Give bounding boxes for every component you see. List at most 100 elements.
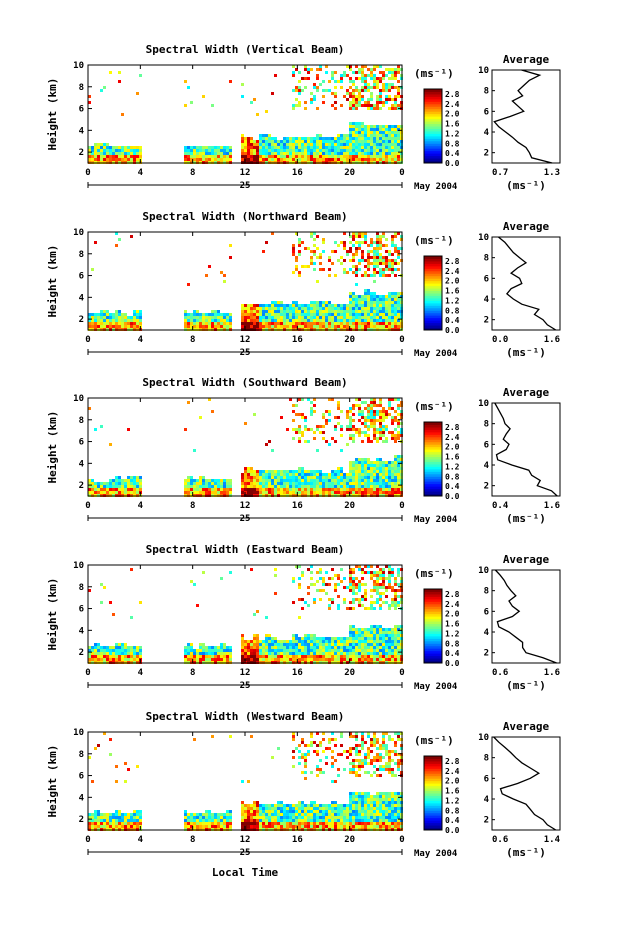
heatmap-cell (247, 149, 250, 152)
colorbar-segment (424, 478, 442, 482)
heatmap-cell (208, 488, 211, 491)
heatmap-cell (310, 640, 313, 643)
heatmap-cell (349, 425, 352, 428)
heatmap-cell (382, 419, 385, 422)
heatmap-cell (187, 479, 190, 482)
colorbar-segment (424, 596, 442, 600)
x-tick-label: 20 (344, 501, 355, 511)
heatmap-cell (337, 488, 340, 491)
heatmap-cell (388, 262, 391, 265)
heatmap-cell (127, 149, 130, 152)
heatmap-cell (94, 152, 97, 155)
heatmap-cell (370, 316, 373, 319)
colorbar-segment (424, 468, 442, 472)
colorbar-tick-label: 1.6 (445, 620, 460, 629)
heatmap-cell (268, 143, 271, 146)
heatmap-cell (298, 643, 301, 646)
colorbar-segment (424, 446, 442, 450)
heatmap-cell (346, 250, 349, 253)
heatmap-cell (364, 571, 367, 574)
heatmap-cell (361, 637, 364, 640)
heatmap-cell (265, 655, 268, 658)
heatmap-cell (265, 158, 268, 161)
heatmap-cell (271, 140, 274, 143)
heatmap-cell (394, 107, 397, 110)
heatmap-cell (268, 313, 271, 316)
heatmap-cell (130, 235, 133, 238)
heatmap-cell (385, 89, 388, 92)
heatmap-cell (313, 404, 316, 407)
heatmap-cell (298, 482, 301, 485)
heatmap-cell (304, 265, 307, 268)
heatmap-cell (187, 816, 190, 819)
heatmap-cell (283, 158, 286, 161)
heatmap-cell (352, 310, 355, 313)
heatmap-cell (358, 589, 361, 592)
heatmap-cell (283, 649, 286, 652)
heatmap-cell (358, 158, 361, 161)
colorbar-segment (424, 451, 442, 455)
heatmap-cell (118, 238, 121, 241)
heatmap-cell (355, 265, 358, 268)
heatmap-cell (289, 479, 292, 482)
heatmap-cell (223, 825, 226, 828)
heatmap-cell (379, 95, 382, 98)
heatmap-cell (256, 810, 259, 813)
heatmap-cell (391, 416, 394, 419)
heatmap-cell (355, 470, 358, 473)
heatmap-cell (346, 485, 349, 488)
heatmap-cell (262, 658, 265, 661)
heatmap-cell (325, 422, 328, 425)
heatmap-cell (376, 643, 379, 646)
heatmap-cell (343, 155, 346, 158)
heatmap-cell (370, 601, 373, 604)
heatmap-cell (361, 80, 364, 83)
heatmap-cell (241, 310, 244, 313)
heatmap-cell (331, 313, 334, 316)
heatmap-cell (364, 431, 367, 434)
heatmap-cell (313, 319, 316, 322)
heatmap-cell (379, 310, 382, 313)
heatmap-cell (97, 646, 100, 649)
heatmap-cell (385, 655, 388, 658)
heatmap-cell (211, 485, 214, 488)
heatmap-cell (391, 598, 394, 601)
heatmap-cell (391, 74, 394, 77)
heatmap-cell (346, 479, 349, 482)
heatmap-cell (193, 583, 196, 586)
heatmap-cell (322, 488, 325, 491)
heatmap-cell (358, 658, 361, 661)
colorbar-segment (424, 325, 442, 329)
heatmap-cell (100, 649, 103, 652)
heatmap-cell (391, 461, 394, 464)
heatmap-cell (340, 74, 343, 77)
heatmap-cell (133, 310, 136, 313)
heatmap-cell (223, 816, 226, 819)
heatmap-cell (385, 473, 388, 476)
heatmap-cell (328, 325, 331, 328)
heatmap-cell (88, 407, 91, 410)
heatmap-cell (88, 101, 91, 104)
heatmap-cell (340, 80, 343, 83)
heatmap-cell (370, 655, 373, 658)
heatmap-cell (97, 322, 100, 325)
heatmap-cell (109, 152, 112, 155)
heatmap-cell (367, 310, 370, 313)
heatmap-cell (385, 485, 388, 488)
heatmap-cell (367, 467, 370, 470)
heatmap-cell (391, 658, 394, 661)
heatmap-cell (397, 325, 400, 328)
heatmap-cell (97, 319, 100, 322)
heatmap-cell (361, 568, 364, 571)
heatmap-cell (355, 98, 358, 101)
heatmap-cell (388, 479, 391, 482)
heatmap-cell (310, 485, 313, 488)
heatmap-cell (370, 473, 373, 476)
heatmap-cell (304, 247, 307, 250)
heatmap-cell (379, 158, 382, 161)
x-tick-label: 16 (292, 668, 303, 678)
heatmap-cell (340, 434, 343, 437)
heatmap-cell (331, 158, 334, 161)
heatmap-cell (379, 640, 382, 643)
heatmap-cell (376, 482, 379, 485)
